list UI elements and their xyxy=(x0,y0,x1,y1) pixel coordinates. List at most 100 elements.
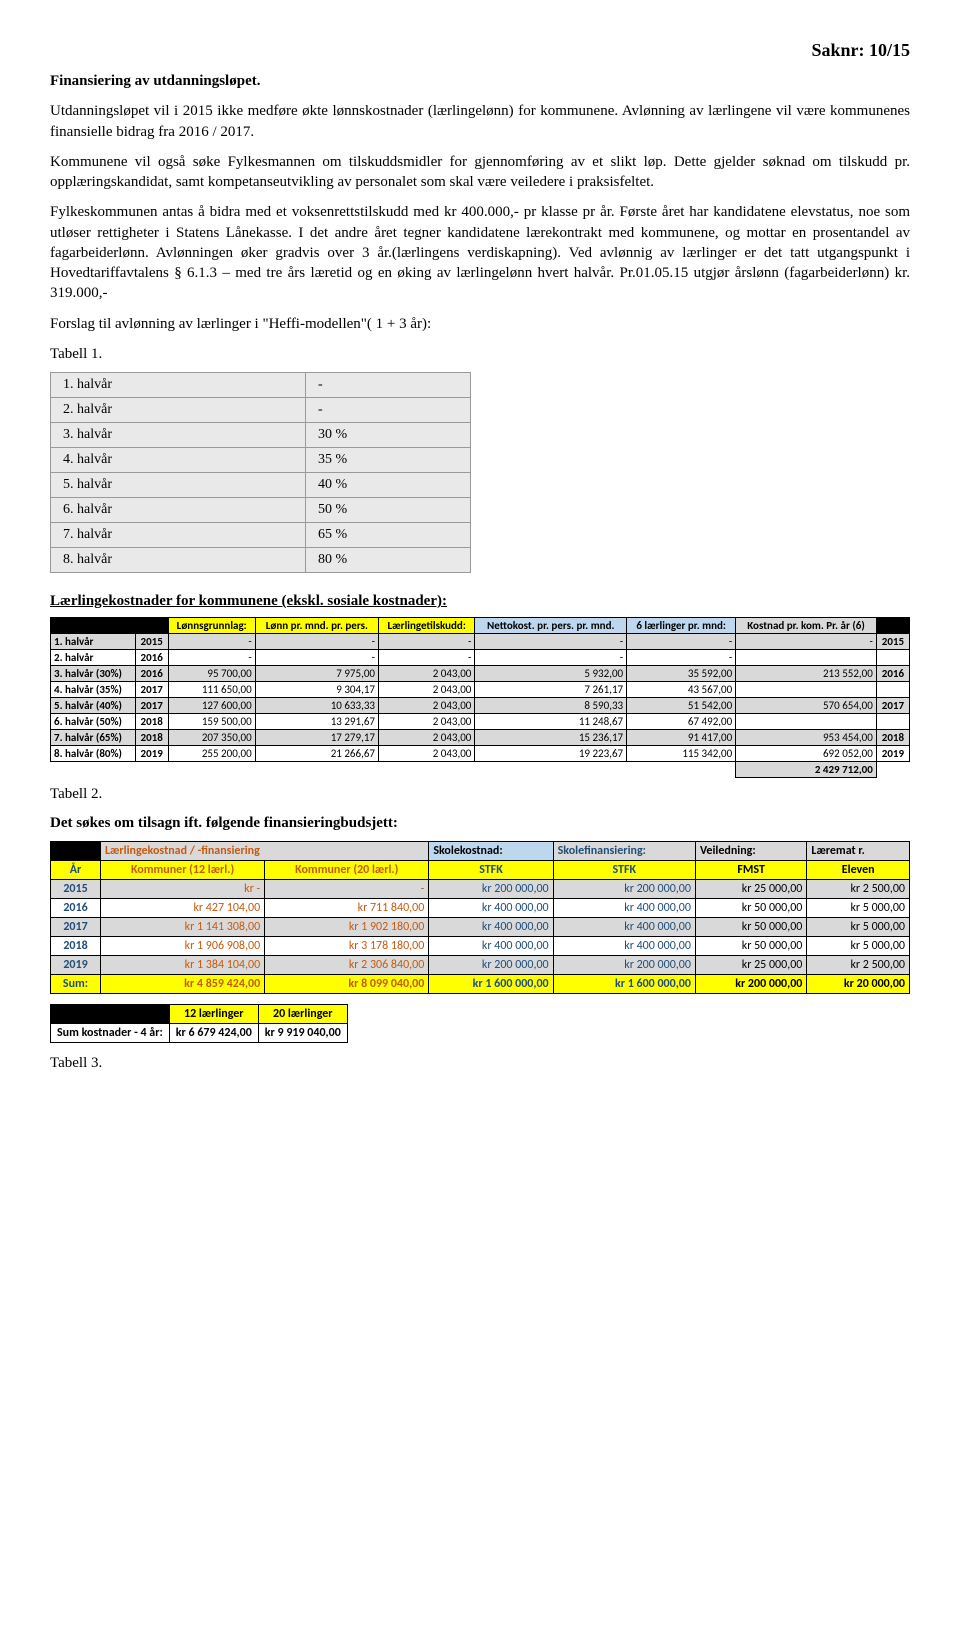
table2-cell xyxy=(736,650,877,666)
table2-cell: 2019 xyxy=(876,746,909,762)
table4-header xyxy=(51,1004,170,1023)
table2-header xyxy=(876,618,909,634)
table2-cell: 255 200,00 xyxy=(168,746,255,762)
table2-cell: 95 700,00 xyxy=(168,666,255,682)
paragraph-1: Utdanningsløpet vil i 2015 ikke medføre … xyxy=(50,101,910,142)
table3-cell: kr 427 104,00 xyxy=(100,898,264,917)
table2-header: Lønnsgrunnlag: xyxy=(168,618,255,634)
table3-cell: kr 1 902 180,00 xyxy=(265,917,429,936)
table3-header2: Kommuner (12 lærl.) xyxy=(100,860,264,879)
table3-label: Tabell 3. xyxy=(50,1053,910,1073)
table2-cell: - xyxy=(378,650,474,666)
table3-cell: kr 1 384 104,00 xyxy=(100,955,264,974)
table3-sumcell: kr 4 859 424,00 xyxy=(100,974,264,993)
table2-rowlabel: 4. halvår (35%) xyxy=(51,682,136,698)
table3-header1: Læremat r. xyxy=(807,841,910,860)
table3-cell: kr 200 000,00 xyxy=(553,879,695,898)
table3-cell: kr 200 000,00 xyxy=(429,955,553,974)
table3-cell: - xyxy=(265,879,429,898)
table3-sumcell: kr 1 600 000,00 xyxy=(429,974,553,993)
table3-year: 2019 xyxy=(51,955,101,974)
table3-cell: kr 5 000,00 xyxy=(807,936,910,955)
table4-cell: kr 6 679 424,00 xyxy=(169,1023,258,1042)
table4-header: 12 lærlinger xyxy=(169,1004,258,1023)
table3-cell: kr 25 000,00 xyxy=(695,879,806,898)
table2-header: Lærlingetilskudd: xyxy=(378,618,474,634)
table2-year: 2017 xyxy=(135,682,168,698)
table3-cell: kr 400 000,00 xyxy=(429,898,553,917)
table2-cell: 2 043,00 xyxy=(378,698,474,714)
table2-cell: 213 552,00 xyxy=(736,666,877,682)
table3-cell: kr 50 000,00 xyxy=(695,898,806,917)
table2-year: 2016 xyxy=(135,666,168,682)
table2-cell: - xyxy=(627,634,736,650)
table3-header2: STFK xyxy=(429,860,553,879)
table3-cell: kr 200 000,00 xyxy=(553,955,695,974)
table3-cell: kr 2 500,00 xyxy=(807,879,910,898)
table3-cell: kr 400 000,00 xyxy=(553,936,695,955)
table3-budget: Lærlingekostnad / -finansieringSkolekost… xyxy=(50,841,910,994)
table2-cell: - xyxy=(255,650,378,666)
table2-rowlabel: 8. halvår (80%) xyxy=(51,746,136,762)
table2-cell xyxy=(736,714,877,730)
table3-sumlabel: Sum: xyxy=(51,974,101,993)
table2-rowlabel: 2. halvår xyxy=(51,650,136,666)
table2-cell xyxy=(876,650,909,666)
table3-header1 xyxy=(51,841,101,860)
table2-cell: 570 654,00 xyxy=(736,698,877,714)
table3-header2: Eleven xyxy=(807,860,910,879)
table3-cell: kr 711 840,00 xyxy=(265,898,429,917)
table1-cell: 30 % xyxy=(306,423,471,448)
table2-header: Nettokost. pr. pers. pr. mnd. xyxy=(475,618,627,634)
table2-cell xyxy=(736,682,877,698)
table4-header: 20 lærlinger xyxy=(258,1004,347,1023)
table3-cell: kr 1 141 308,00 xyxy=(100,917,264,936)
table3-cell: kr - xyxy=(100,879,264,898)
table3-cell: kr 3 178 180,00 xyxy=(265,936,429,955)
table2-cell: 43 567,00 xyxy=(627,682,736,698)
table2-year: 2017 xyxy=(135,698,168,714)
table2-cell: 17 279,17 xyxy=(255,730,378,746)
table2-cell: - xyxy=(736,634,877,650)
table2-rowlabel: 1. halvår xyxy=(51,634,136,650)
table2-label: Tabell 2. xyxy=(50,784,910,804)
table4-cell: kr 9 919 040,00 xyxy=(258,1023,347,1042)
table2-cell: 2 043,00 xyxy=(378,666,474,682)
table2-rowlabel: 6. halvår (50%) xyxy=(51,714,136,730)
paragraph-4: Forslag til avlønning av lærlinger i "He… xyxy=(50,314,910,334)
table3-cell: kr 25 000,00 xyxy=(695,955,806,974)
table3-year: 2018 xyxy=(51,936,101,955)
table2-header xyxy=(51,618,136,634)
table1-cell: 4. halvår xyxy=(51,448,306,473)
table3-header1: Lærlingekostnad / -finansiering xyxy=(100,841,428,860)
table1: 1. halvår-2. halvår-3. halvår30 %4. halv… xyxy=(50,372,471,573)
table1-cell: 2. halvår xyxy=(51,398,306,423)
table3-sumcell: kr 200 000,00 xyxy=(695,974,806,993)
table2-year: 2019 xyxy=(135,746,168,762)
table2-cell xyxy=(876,714,909,730)
table2-cell: - xyxy=(255,634,378,650)
table2-cell: 15 236,17 xyxy=(475,730,627,746)
table3-cell: kr 2 306 840,00 xyxy=(265,955,429,974)
table2-cell: 7 975,00 xyxy=(255,666,378,682)
table3-header2: STFK xyxy=(553,860,695,879)
table1-cell: 7. halvår xyxy=(51,523,306,548)
table2-year: 2015 xyxy=(135,634,168,650)
table3-cell: kr 1 906 908,00 xyxy=(100,936,264,955)
table3-sumcell: kr 1 600 000,00 xyxy=(553,974,695,993)
table3-year: 2017 xyxy=(51,917,101,936)
table2-cell: 19 223,67 xyxy=(475,746,627,762)
table3-cell: kr 5 000,00 xyxy=(807,898,910,917)
table3-header1: Veiledning: xyxy=(695,841,806,860)
table1-cell: - xyxy=(306,398,471,423)
table2-cell: 207 350,00 xyxy=(168,730,255,746)
table2-cell: 21 266,67 xyxy=(255,746,378,762)
table2-cell: 692 052,00 xyxy=(736,746,877,762)
table1-cell: 40 % xyxy=(306,473,471,498)
table2-header: 6 lærlinger pr. mnd: xyxy=(627,618,736,634)
table2-cell: 11 248,67 xyxy=(475,714,627,730)
table2-cell: 127 600,00 xyxy=(168,698,255,714)
table2-cell: 2015 xyxy=(876,634,909,650)
table3-cell: kr 5 000,00 xyxy=(807,917,910,936)
table2-rowlabel: 3. halvår (30%) xyxy=(51,666,136,682)
